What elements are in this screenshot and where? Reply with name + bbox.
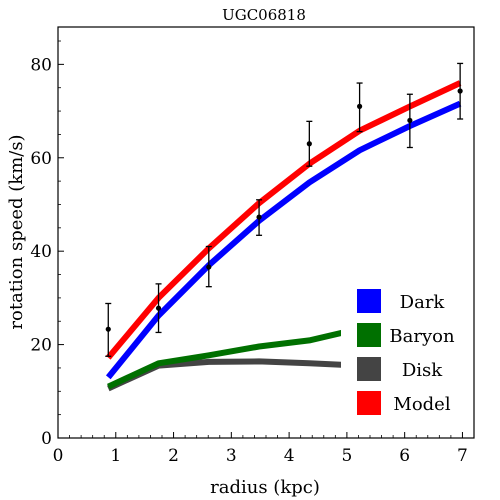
series-line-dark <box>105 100 462 380</box>
legend-label-dark: Dark <box>400 292 446 313</box>
y-axis-ticks: 0 20 40 60 80 <box>30 40 64 449</box>
legend-label-baryon: Baryon <box>389 326 455 347</box>
data-point <box>407 117 413 124</box>
data-point <box>457 88 463 94</box>
data-point <box>357 103 363 109</box>
x-tick-label: 5 <box>341 446 352 466</box>
data-point <box>306 141 312 147</box>
y-axis-label: rotation speed (km/s) <box>6 134 27 329</box>
x-tick-label: 1 <box>110 446 121 466</box>
legend-swatch-disk <box>357 357 381 381</box>
data-point <box>256 214 262 220</box>
y-tick-label: 80 <box>30 55 52 75</box>
data-point <box>155 305 162 311</box>
legend-swatch-dark <box>357 289 381 313</box>
chart-title: UGC06818 <box>222 6 306 24</box>
y-tick-label: 0 <box>41 429 52 449</box>
x-axis-ticks: 0 1 2 3 4 5 6 7 <box>53 432 468 466</box>
legend-label-model: Model <box>393 394 450 415</box>
data-point <box>206 264 212 270</box>
series-line-model <box>106 80 462 360</box>
x-tick-label: 2 <box>168 446 179 466</box>
legend: Dark Baryon Disk Model <box>341 281 472 421</box>
y-tick-label: 60 <box>30 149 52 169</box>
error-bars <box>105 62 464 357</box>
x-tick-label: 6 <box>399 446 410 466</box>
y-tick-label: 40 <box>30 242 52 262</box>
x-tick-label: 7 <box>457 446 468 466</box>
y-tick-label: 20 <box>30 336 52 356</box>
legend-swatch-model <box>357 391 381 415</box>
x-tick-label: 3 <box>226 446 237 466</box>
legend-label-disk: Disk <box>402 360 443 381</box>
legend-swatch-baryon <box>357 323 381 347</box>
data-point <box>105 326 111 332</box>
x-tick-label: 0 <box>53 446 64 466</box>
x-axis-label: radius (kpc) <box>210 477 320 498</box>
x-tick-label: 4 <box>284 446 295 466</box>
